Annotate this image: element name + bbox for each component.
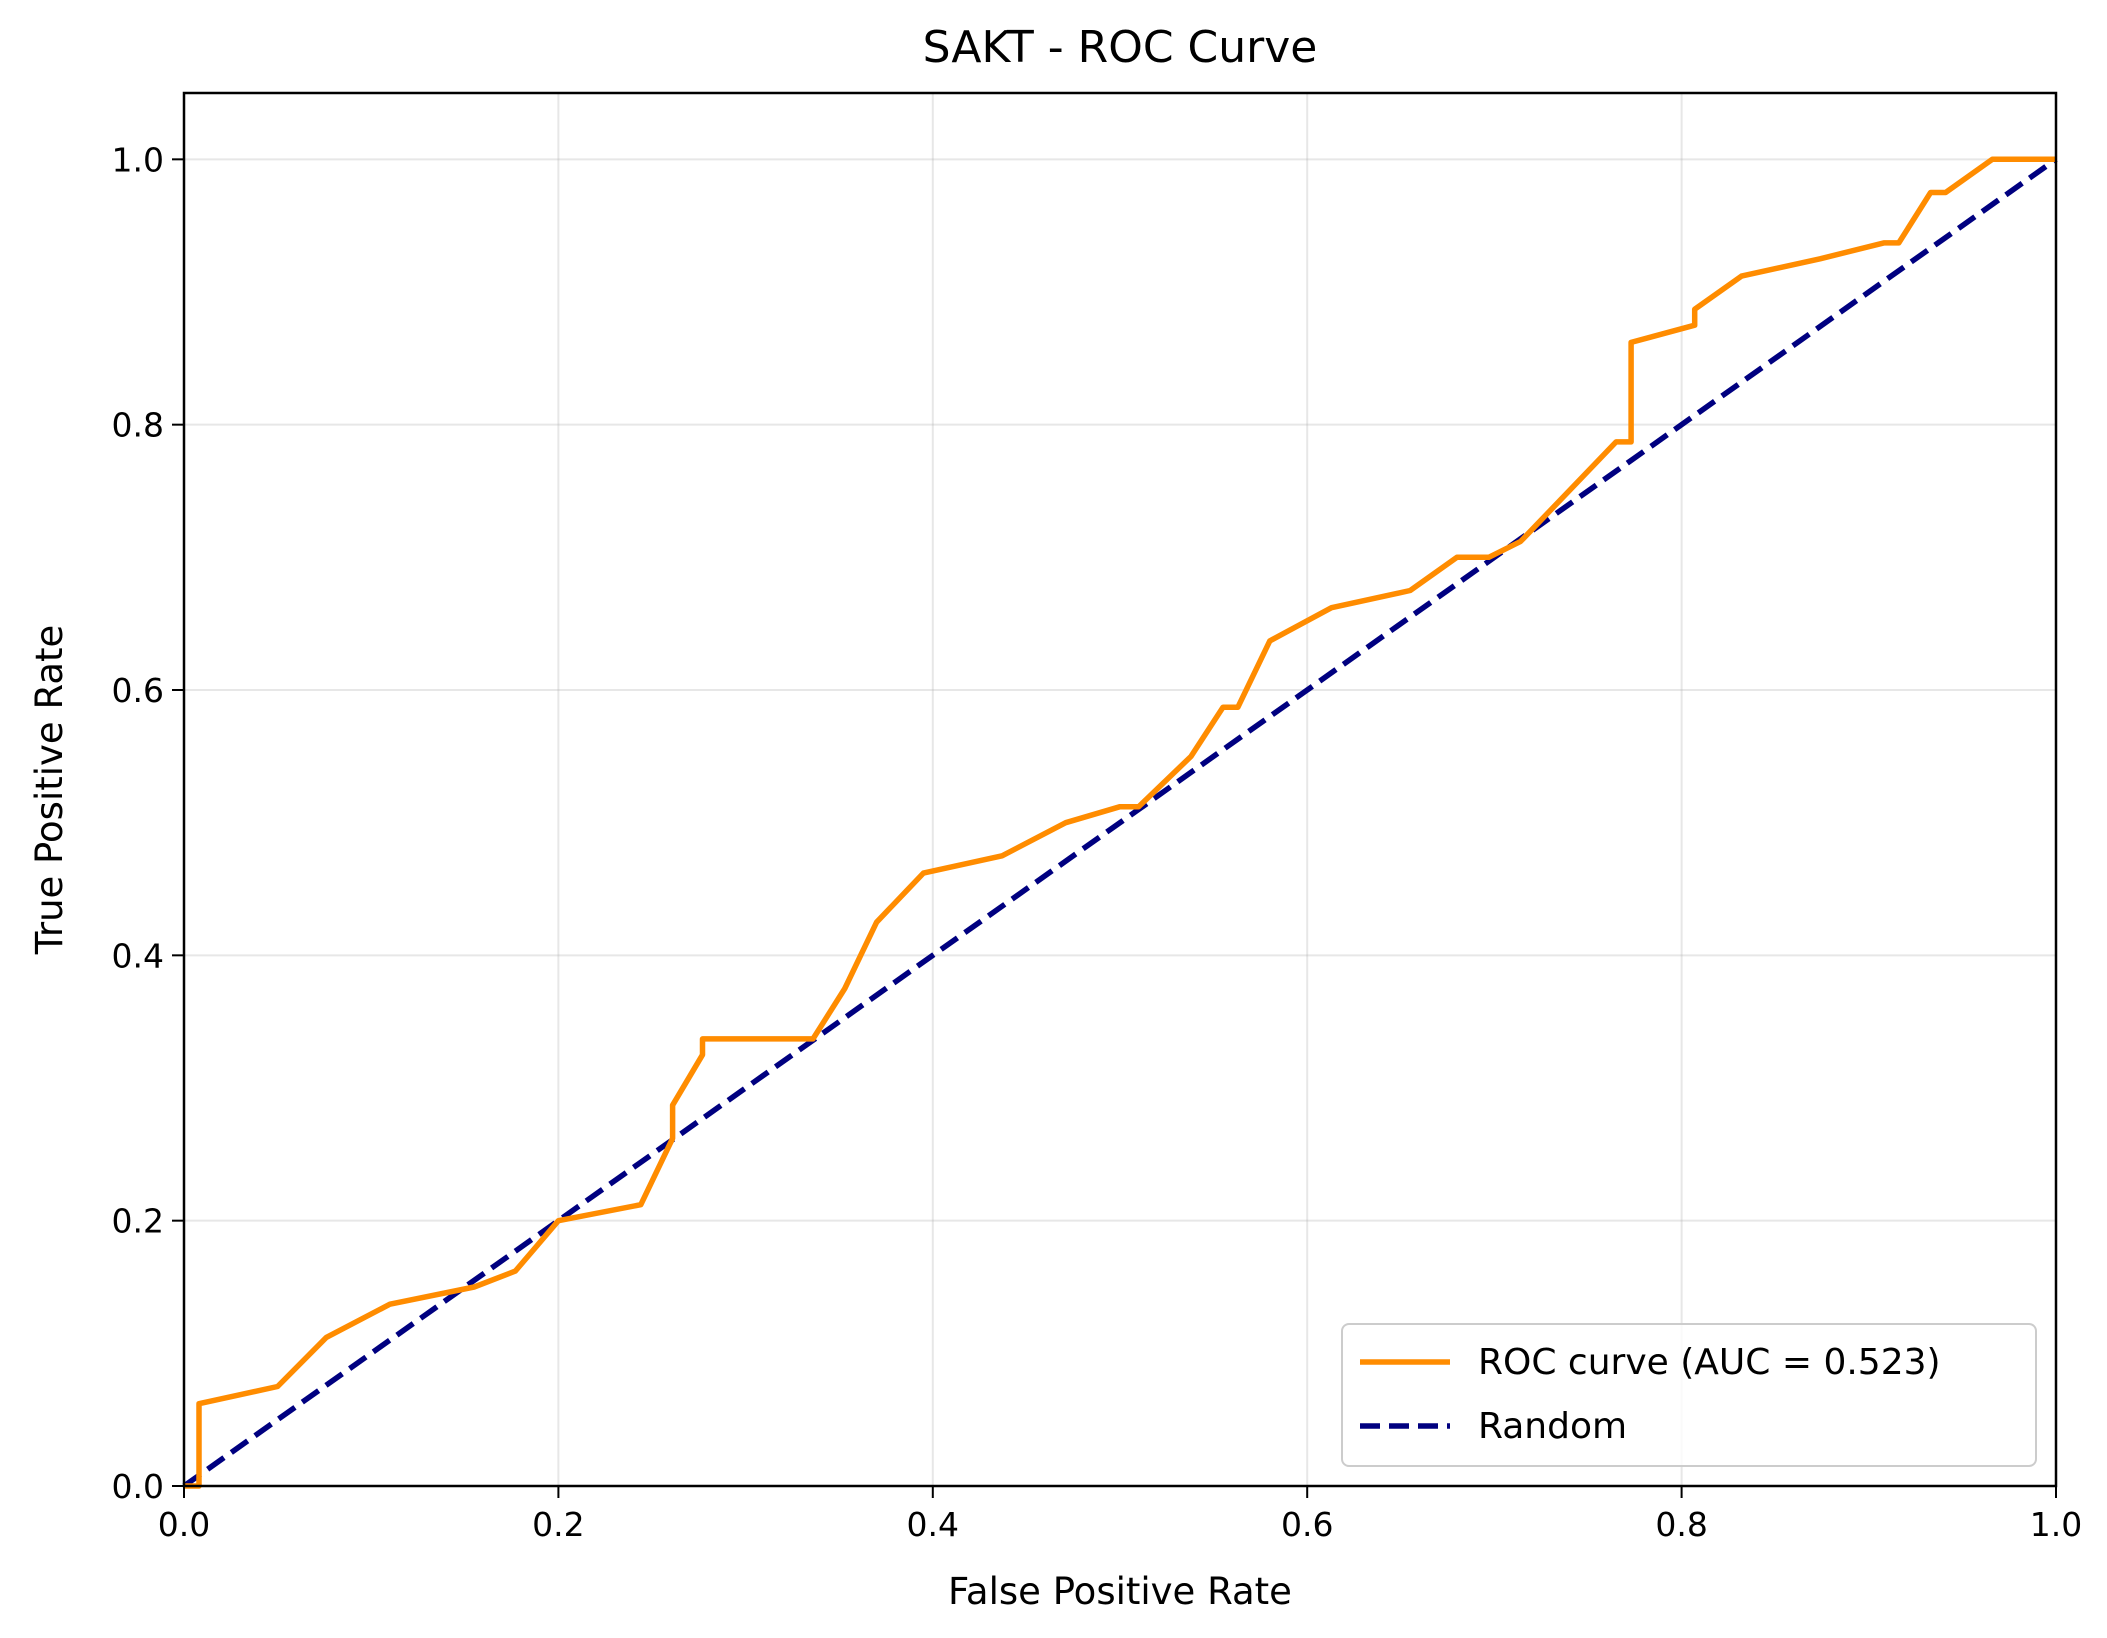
legend-label: Random: [1478, 1406, 1627, 1447]
y-tick-label: 0.2: [112, 1202, 164, 1241]
legend-box: [1341, 1323, 2037, 1467]
y-tick-label: 1.0: [112, 140, 164, 179]
x-tick-label: 0.8: [1655, 1505, 1707, 1544]
y-tick-label: 0.0: [112, 1467, 164, 1506]
legend-label: ROC curve (AUC = 0.523): [1478, 1342, 1941, 1383]
x-tick-label: 0.6: [1281, 1505, 1333, 1544]
y-tick-label: 0.6: [112, 671, 164, 710]
x-tick-label: 0.4: [907, 1505, 959, 1544]
random-baseline-line: [182, 157, 2058, 1489]
x-tick-label: 0.2: [532, 1505, 584, 1544]
legend: ROC curve (AUC = 0.523) Random: [1341, 1323, 2037, 1467]
grid: [183, 93, 2057, 1487]
x-axis-label: False Positive Rate: [948, 1570, 1292, 1613]
plot-frame: [182, 91, 2058, 1488]
chart-title: SAKT - ROC Curve: [923, 22, 1318, 73]
ticks: 0.0 0.2 0.4 0.6 0.8 1.0 0.0 0.2 0.4 0.6 0.8 1.0: [112, 140, 2083, 1544]
y-tick-label: 0.8: [112, 406, 164, 445]
x-tick-label: 1.0: [2030, 1505, 2082, 1544]
x-tick-label: 0.0: [158, 1505, 210, 1544]
series-layer: [182, 156, 2058, 1489]
y-axis-label: True Positive Rate: [28, 625, 71, 956]
roc-curve-line: [184, 156, 2056, 1489]
y-tick-label: 0.4: [112, 936, 164, 975]
